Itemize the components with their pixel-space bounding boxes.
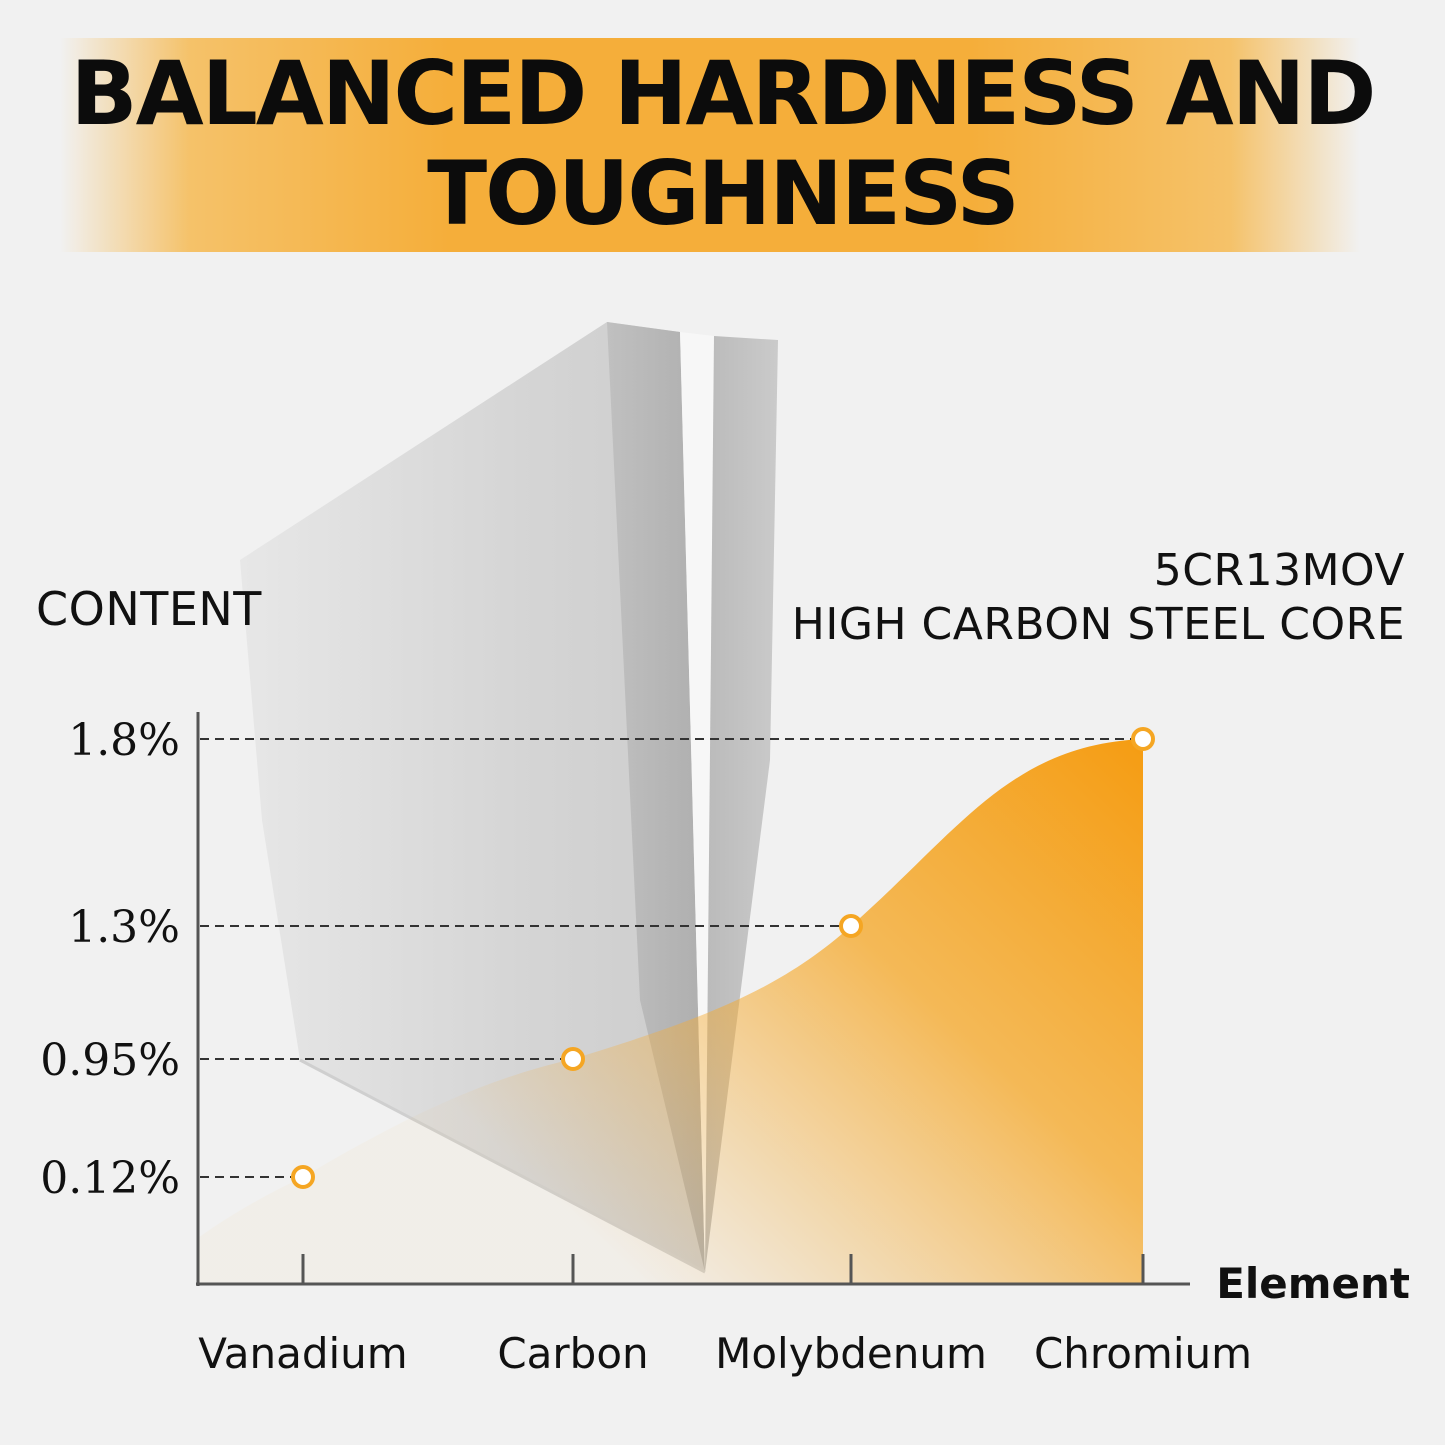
y-tick-label-0: 1.8% [68,715,180,766]
area-fill [198,739,1143,1284]
data-point-molybdenum [839,914,863,938]
steel-grade: 5CR13MOV [1153,545,1405,596]
y-tick-label-3: 0.12% [40,1153,180,1204]
y-tick-label-2: 0.95% [40,1035,180,1086]
blade-face [240,322,705,1272]
x-tick-label-chromium: Chromium [1034,1329,1252,1378]
data-point-carbon [561,1047,585,1071]
x-tick-label-carbon: Carbon [497,1329,648,1378]
page-title: BALANCED HARDNESS AND TOUGHNESS [0,44,1445,244]
title-line-2: TOUGHNESS [427,142,1020,245]
steel-description: HIGH CARBON STEEL CORE [791,599,1405,650]
title-banner [60,38,1360,252]
y-tick-label-1: 1.3% [68,902,180,953]
y-axis-title: CONTENT [36,582,262,636]
data-point-chromium [1131,727,1155,751]
x-axis-title: Element [1216,1259,1410,1308]
data-point-vanadium [291,1165,315,1189]
x-tick-label-vanadium: Vanadium [198,1329,407,1378]
x-tick-label-molybdenum: Molybdenum [715,1329,987,1378]
title-line-1: BALANCED HARDNESS AND [70,42,1377,145]
knife-blade-illustration [240,322,778,1274]
steel-type-label: 5CR13MOV HIGH CARBON STEEL CORE [792,544,1405,652]
